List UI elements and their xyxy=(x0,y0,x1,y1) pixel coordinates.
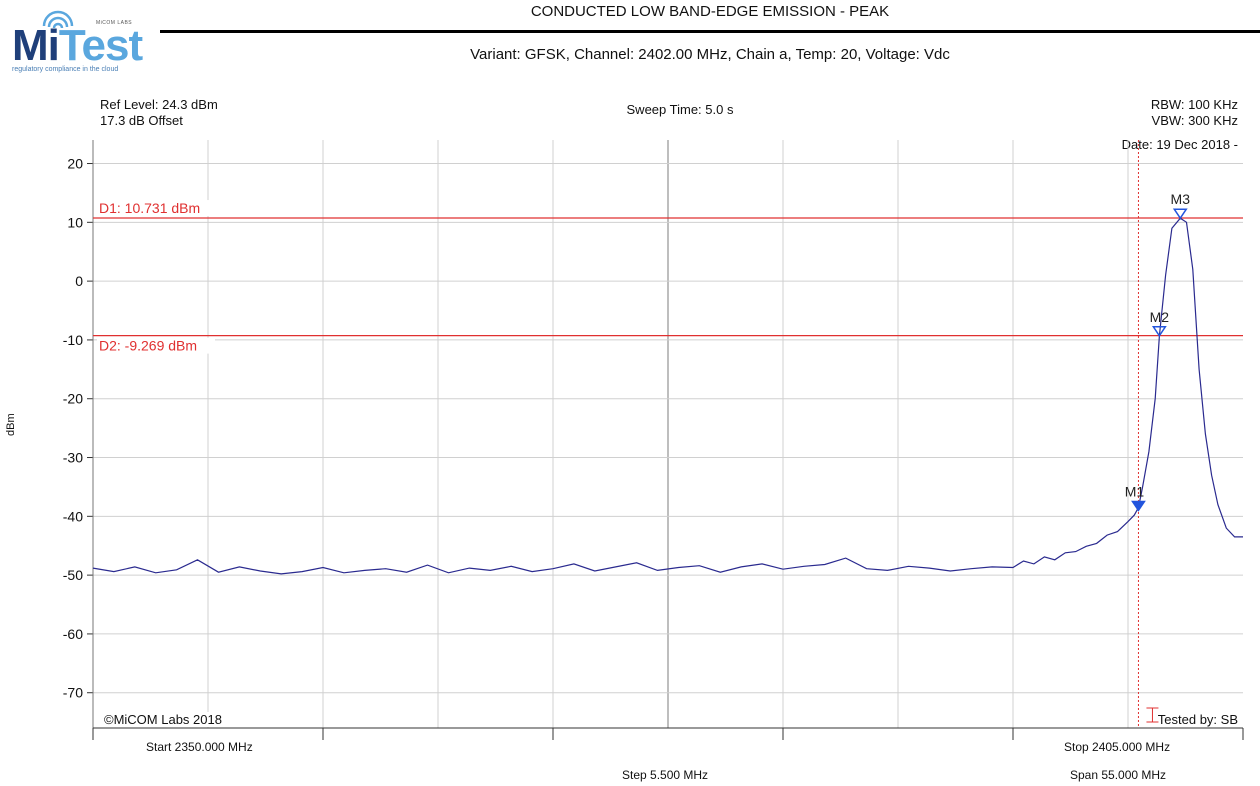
vbw: VBW: 300 KHz xyxy=(1151,113,1238,128)
y-tick-label: -10 xyxy=(63,332,83,348)
logo-top-text: MiCOM LABS xyxy=(96,20,133,26)
logo xyxy=(10,10,160,80)
limit-line-label: D1: 10.731 dBm xyxy=(99,200,200,216)
span: Span 55.000 MHz xyxy=(1070,768,1167,782)
header-divider xyxy=(160,30,1260,33)
marker-label: M1 xyxy=(1125,483,1145,499)
y-tick-label: -40 xyxy=(63,508,83,524)
sweep-time: Sweep Time: 5.0 s xyxy=(626,102,734,117)
step: Step 5.500 MHz xyxy=(622,768,709,782)
marker-label: M2 xyxy=(1150,309,1170,325)
limit-label-bg xyxy=(97,200,215,217)
y-tick-label: 0 xyxy=(75,273,83,289)
marker-m2-icon xyxy=(1151,326,1167,338)
rbw: RBW: 100 KHz xyxy=(1150,97,1238,112)
offset: 17.3 dB Offset xyxy=(100,113,183,128)
y-tick-label: -60 xyxy=(63,626,83,642)
spectrum-trace xyxy=(92,217,1243,575)
wifi-icon xyxy=(42,10,74,29)
y-tick-label: -30 xyxy=(63,450,83,466)
marker-m3-icon xyxy=(1172,208,1188,220)
copyright: ©MiCOM Labs 2018 xyxy=(104,712,222,727)
marker-m1-icon xyxy=(1131,500,1146,512)
tested-by: Tested by: SB xyxy=(1157,712,1238,727)
y-axis-label: dBm xyxy=(5,413,17,436)
y-tick-label: -50 xyxy=(63,567,83,583)
stop-frequency: Stop 2405.000 MHz xyxy=(1064,740,1171,754)
date: Date: 19 Dec 2018 - xyxy=(1121,137,1238,152)
page-subtitle: Variant: GFSK, Channel: 2402.00 MHz, Cha… xyxy=(470,46,950,63)
y-tick-label: -70 xyxy=(63,685,83,701)
ref-level: Ref Level: 24.3 dBm xyxy=(100,97,218,112)
y-tick-label: 10 xyxy=(67,214,83,230)
y-tick-label: 20 xyxy=(67,156,83,172)
logo-tagline: regulatory compliance in the cloud xyxy=(12,66,119,73)
limit-label-bg xyxy=(97,337,215,354)
logo-wordmark: MiTest xyxy=(12,21,143,70)
y-tick-label: -20 xyxy=(63,391,83,407)
limit-line-label: D2: -9.269 dBm xyxy=(99,338,197,354)
start-frequency: Start 2350.000 MHz xyxy=(146,740,253,754)
marker-label: M3 xyxy=(1171,191,1191,207)
band-edge-marker xyxy=(1146,707,1159,723)
page-title: CONDUCTED LOW BAND-EDGE EMISSION - PEAK xyxy=(530,3,890,20)
